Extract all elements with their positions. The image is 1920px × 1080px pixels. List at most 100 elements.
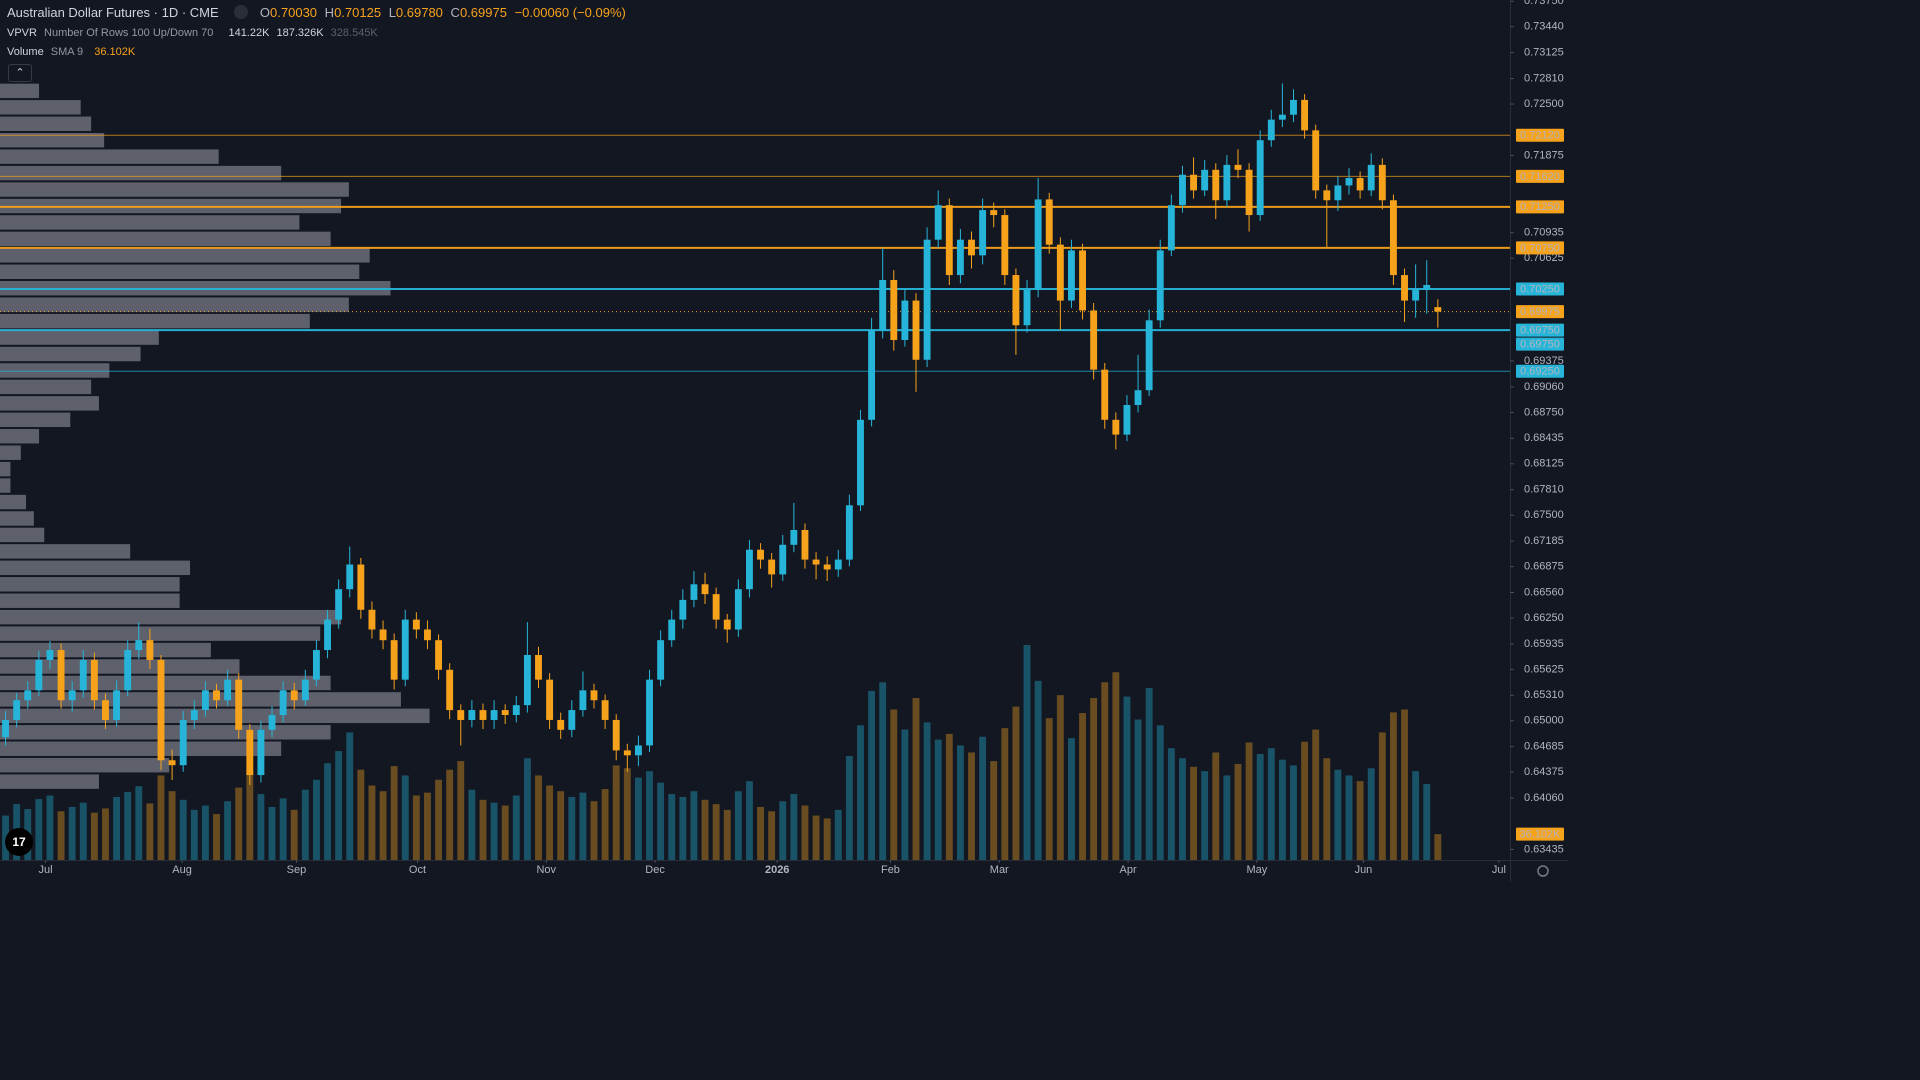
candle-body (490, 710, 498, 720)
candle-body (1145, 320, 1153, 391)
volume-bar (335, 751, 343, 860)
candle-body (1367, 164, 1375, 191)
ohlc-value: 0.70030 (270, 5, 318, 20)
y-tick-label: 0.73440 (1524, 21, 1564, 33)
volume-bar (790, 794, 798, 860)
volume-bar (290, 809, 298, 860)
candle-body (479, 710, 487, 720)
x-tick-label: Jul (38, 864, 52, 876)
volume-bar (246, 770, 254, 860)
collapse-button[interactable]: ⌃ (8, 64, 32, 82)
volume-bar (579, 792, 587, 860)
candle-body (257, 729, 265, 776)
candle-body (523, 654, 531, 706)
candle-body (734, 589, 742, 630)
y-tick-label: 0.72500 (1524, 98, 1564, 110)
volume-bar (834, 809, 842, 860)
price-tag (1516, 323, 1564, 337)
y-tick-label: 0.71875 (1524, 149, 1564, 161)
candle-body (1378, 164, 1386, 201)
vpvr-row (0, 297, 349, 312)
price-tag-label: 0.70250 (1520, 283, 1560, 295)
volume-bar (923, 722, 931, 860)
ohlc-key: H (324, 5, 335, 20)
volume-bar (446, 769, 454, 860)
volume-bar (1112, 672, 1120, 860)
y-tick-label: 0.65625 (1524, 663, 1564, 675)
ohlc-key: L (388, 5, 396, 20)
indicator-params: SMA 9 (50, 46, 84, 58)
candle-body (757, 549, 764, 560)
volume-bar (168, 791, 176, 860)
vpvr-row (0, 182, 349, 197)
y-tick-label: 0.68750 (1524, 406, 1564, 418)
candle-body (968, 239, 975, 256)
vpvr-row (0, 494, 27, 510)
volume-bar (1267, 748, 1275, 860)
volume-bar (1223, 775, 1231, 860)
candle-body (1312, 130, 1320, 191)
vpvr-row (0, 412, 71, 428)
x-tick-label: May (1246, 864, 1267, 876)
volume-bar (1201, 771, 1209, 860)
volume-bar (1045, 718, 1053, 860)
candle-body (956, 239, 964, 276)
candle-body (923, 239, 931, 360)
vpvr-row (0, 132, 105, 148)
candle-body (357, 564, 365, 610)
volume-bar (668, 794, 676, 860)
candle-body (779, 544, 787, 575)
price-tag-label: 0.69250 (1520, 366, 1560, 378)
candle-body (546, 679, 554, 720)
volume-bar (901, 729, 909, 860)
indicator-params: Number Of Rows 100 Up/Down 70 (44, 27, 214, 39)
candle-body (1201, 169, 1209, 191)
candle-body (457, 710, 465, 720)
settings-button[interactable] (1537, 865, 1549, 877)
volume-bar (801, 805, 809, 860)
candle-body (934, 205, 942, 240)
volume-bar (490, 802, 498, 860)
volume-bar (734, 791, 742, 860)
volume-bar (401, 775, 409, 860)
candle-body (290, 690, 298, 701)
logo[interactable]: 17 (5, 828, 33, 856)
volume-bar (312, 779, 320, 860)
candle-body (324, 619, 331, 651)
vpvr-row (0, 544, 131, 559)
candle-body (834, 559, 842, 570)
candle-body (24, 690, 32, 701)
candle-body (823, 564, 831, 570)
candle-body (1045, 199, 1053, 245)
volume-bar (1389, 712, 1397, 860)
volume-bar (535, 775, 542, 860)
volume-bar (657, 782, 665, 860)
price-tag (1516, 337, 1564, 351)
volume-bar (701, 799, 709, 860)
volume-bar (501, 805, 509, 860)
volume-bar (557, 791, 565, 860)
candle-body (557, 719, 565, 730)
volume-bar (1334, 769, 1342, 860)
volume-bar (956, 745, 964, 860)
price-tag (1516, 305, 1564, 319)
volume-bar (35, 799, 43, 860)
volume-bar (590, 801, 598, 860)
candle-body (201, 690, 209, 711)
candle-body (1134, 390, 1142, 406)
volume-bar (390, 766, 398, 860)
indicator-value: 187.326K (276, 27, 324, 39)
x-tick-label: Nov (536, 864, 556, 876)
candle-body (146, 640, 154, 660)
price-tag (1516, 241, 1564, 255)
vpvr-row (0, 675, 331, 691)
volume-bar (634, 777, 642, 860)
y-tick-label: 0.66875 (1524, 560, 1564, 572)
candle-body (646, 679, 653, 746)
volume-bar (424, 792, 431, 860)
volume-bar (1001, 728, 1009, 860)
candle-body (268, 715, 276, 730)
eye-button[interactable] (234, 5, 249, 19)
volume-bar (868, 690, 876, 860)
volume-bar (368, 785, 376, 860)
